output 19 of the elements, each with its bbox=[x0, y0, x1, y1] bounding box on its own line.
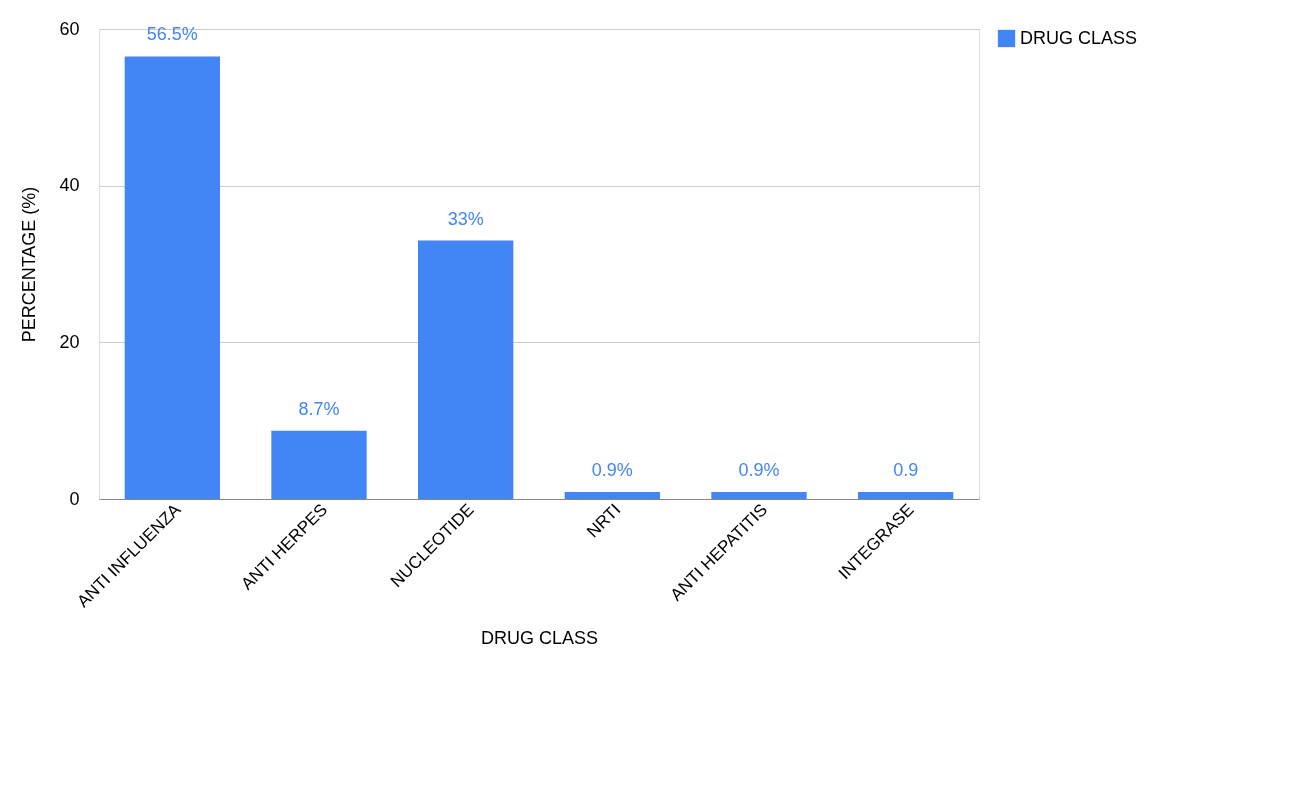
data-label: 8.7% bbox=[298, 398, 340, 419]
y-axis-title: PERCENTAGE (%) bbox=[19, 186, 40, 343]
bar bbox=[418, 240, 514, 499]
y-tick-label: 0 bbox=[69, 488, 80, 509]
x-axis-title: DRUG CLASS bbox=[480, 628, 599, 649]
bar bbox=[858, 491, 954, 499]
y-tick-label: 20 bbox=[59, 331, 80, 352]
legend-label: DRUG CLASS bbox=[1020, 27, 1138, 48]
data-label: 0.9 bbox=[893, 459, 919, 480]
bar bbox=[711, 491, 807, 499]
y-tick-label: 40 bbox=[59, 175, 80, 196]
bar bbox=[564, 491, 660, 499]
data-label: 33% bbox=[447, 208, 484, 229]
y-tick-label: 60 bbox=[59, 18, 80, 39]
bar bbox=[271, 430, 367, 499]
data-label: 0.9% bbox=[738, 459, 780, 480]
data-label: 0.9% bbox=[591, 459, 633, 480]
bar bbox=[124, 56, 220, 499]
data-label: 56.5% bbox=[146, 24, 198, 45]
